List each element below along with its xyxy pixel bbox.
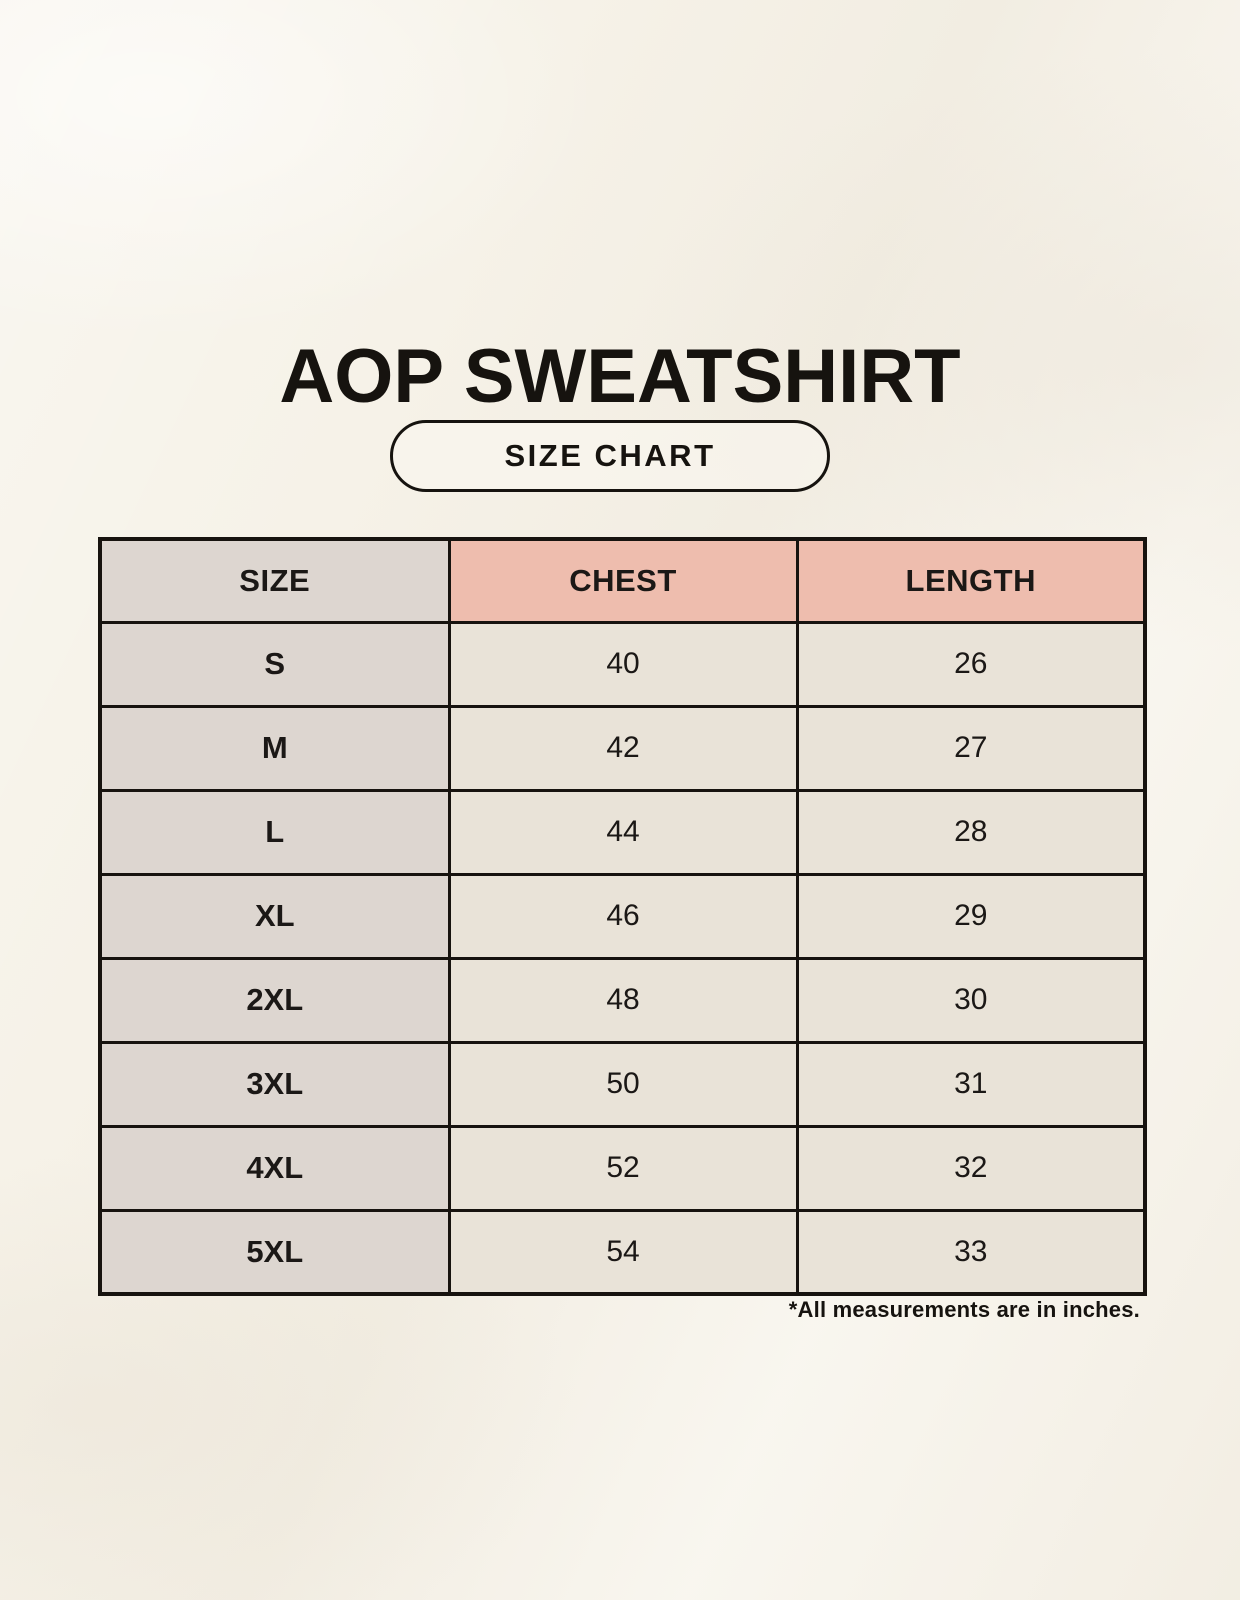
size-cell: XL bbox=[98, 872, 451, 960]
length-cell: 32 bbox=[795, 1124, 1147, 1212]
page-title: AOP SWEATSHIRT bbox=[279, 333, 961, 419]
length-cell: 28 bbox=[795, 788, 1147, 876]
table-header-row: SIZE CHEST LENGTH bbox=[98, 537, 1147, 624]
length-cell: 30 bbox=[795, 956, 1147, 1044]
size-cell: 3XL bbox=[98, 1040, 451, 1128]
size-cell: 4XL bbox=[98, 1124, 451, 1212]
table-row: M 42 27 bbox=[98, 704, 1147, 792]
length-cell: 26 bbox=[795, 620, 1147, 708]
length-cell: 29 bbox=[795, 872, 1147, 960]
size-cell: 2XL bbox=[98, 956, 451, 1044]
column-header-length: LENGTH bbox=[795, 537, 1147, 624]
chest-cell: 46 bbox=[447, 872, 799, 960]
size-cell: M bbox=[98, 704, 451, 792]
table-row: 4XL 52 32 bbox=[98, 1124, 1147, 1212]
chest-cell: 50 bbox=[447, 1040, 799, 1128]
size-chart-badge: SIZE CHART bbox=[390, 420, 830, 492]
table-row: L 44 28 bbox=[98, 788, 1147, 876]
chest-cell: 48 bbox=[447, 956, 799, 1044]
size-cell: S bbox=[98, 620, 451, 708]
table-row: S 40 26 bbox=[98, 620, 1147, 708]
chest-cell: 40 bbox=[447, 620, 799, 708]
size-cell: 5XL bbox=[98, 1208, 451, 1296]
column-header-size: SIZE bbox=[98, 537, 451, 624]
table-row: 3XL 50 31 bbox=[98, 1040, 1147, 1128]
chest-cell: 44 bbox=[447, 788, 799, 876]
length-cell: 33 bbox=[795, 1208, 1147, 1296]
size-chart-badge-label: SIZE CHART bbox=[504, 438, 716, 473]
chest-cell: 54 bbox=[447, 1208, 799, 1296]
table-row: 2XL 48 30 bbox=[98, 956, 1147, 1044]
table-row: XL 46 29 bbox=[98, 872, 1147, 960]
length-cell: 31 bbox=[795, 1040, 1147, 1128]
measurements-footnote: *All measurements are in inches. bbox=[788, 1297, 1140, 1322]
length-cell: 27 bbox=[795, 704, 1147, 792]
column-header-chest: CHEST bbox=[447, 537, 799, 624]
table-row: 5XL 54 33 bbox=[98, 1208, 1147, 1296]
size-chart-table: SIZE CHEST LENGTH S 40 26 M 42 27 L 44 2… bbox=[98, 537, 1147, 1296]
chest-cell: 52 bbox=[447, 1124, 799, 1212]
size-cell: L bbox=[98, 788, 451, 876]
chest-cell: 42 bbox=[447, 704, 799, 792]
